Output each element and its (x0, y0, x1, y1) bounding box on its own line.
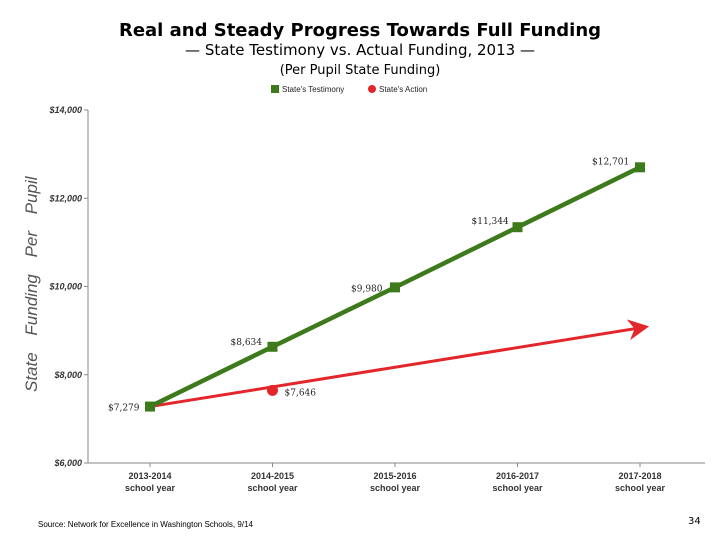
page-number: 34 (688, 516, 701, 527)
y-axis-label: State Funding Per Pupil (22, 175, 41, 392)
x-tick-label: 2013-2014 (128, 471, 171, 481)
legend-testimony-label: State's Testimony (282, 85, 344, 94)
legend-action-label: State's Action (379, 85, 427, 94)
action-trend-line (149, 319, 650, 409)
testimony-data-label: $8,634 (231, 338, 263, 348)
action-point (267, 384, 278, 396)
testimony-point (635, 162, 645, 173)
y-axis-label-group: State Funding Per Pupil (22, 175, 41, 392)
testimony-point (145, 401, 155, 412)
page-title: Real and Steady Progress Towards Full Fu… (118, 20, 602, 41)
chart-axes: $6,000 $8,000 $10,000 $12,000 $14,000 2013-20… (48, 105, 705, 493)
testimony-point (512, 222, 523, 233)
y-tick-label: $14,000 (48, 105, 82, 115)
testimony-point (390, 282, 400, 293)
x-tick-label-sub: school year (247, 483, 298, 493)
series-layer: $7,279 $8,634 $9,980 $11,344 $12,701 $7,646 (108, 157, 650, 414)
x-tick-label-sub: school year (370, 483, 421, 493)
action-data-label: $7,646 (285, 388, 317, 398)
y-tick-label: $12,000 (48, 193, 82, 203)
y-tick-label: $10,000 (48, 282, 82, 292)
source-citation: Source: Network for Excellence in Washin… (38, 520, 253, 529)
y-tick-label: $8,000 (53, 370, 82, 380)
testimony-point (267, 341, 278, 352)
testimony-data-label: $7,279 (108, 404, 140, 414)
y-tick-label: $6,000 (53, 458, 82, 468)
legend-action-swatch (368, 85, 376, 93)
x-tick-label: 2016-2017 (496, 471, 539, 481)
chart-legend: State's Testimony State's Action (271, 85, 427, 94)
x-tick-label-sub: school year (615, 483, 666, 493)
x-tick-label-sub: school year (125, 483, 176, 493)
page-subtitle: — State Testimony vs. Actual Funding, 20… (185, 41, 535, 59)
x-tick-label: 2017-2018 (618, 471, 661, 481)
chart-note: (Per Pupil State Funding) (279, 63, 441, 78)
x-tick-label-sub: school year (492, 483, 543, 493)
x-tick-label: 2015-2016 (373, 471, 416, 481)
testimony-data-label: $9,980 (351, 284, 383, 294)
testimony-data-label: $11,344 (472, 217, 509, 227)
x-tick-label: 2014-2015 (251, 471, 294, 481)
legend-testimony-swatch (271, 85, 279, 93)
testimony-data-label: $12,701 (592, 157, 629, 167)
